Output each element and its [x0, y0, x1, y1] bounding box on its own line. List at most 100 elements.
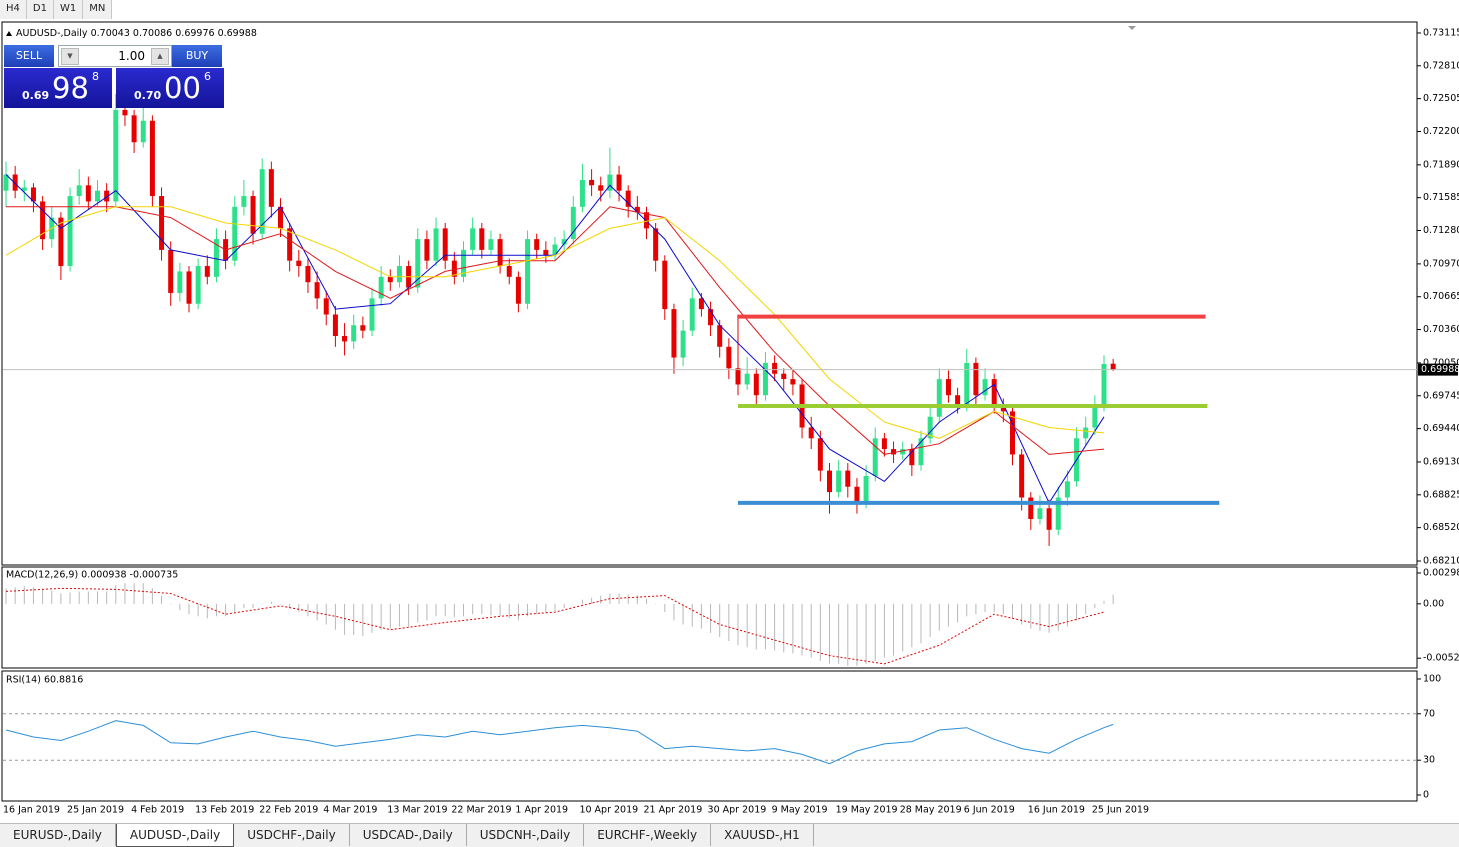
candle-body: [323, 298, 329, 315]
macd-bar: [847, 603, 849, 666]
macd-bar: [417, 603, 419, 623]
macd-bar: [1103, 600, 1105, 604]
y-tick-label: 0.70360: [1423, 324, 1459, 335]
macd-bar: [280, 603, 281, 605]
moving-average: [5, 206, 1105, 439]
macd-bar: [133, 583, 135, 604]
macd-bar: [481, 603, 483, 615]
buy-button[interactable]: BUY: [172, 45, 222, 67]
macd-bar: [371, 603, 373, 633]
macd-bar: [719, 603, 721, 637]
chart-tab[interactable]: EURCHF-,Weekly: [584, 824, 712, 846]
x-tick-label: 4 Feb 2019: [131, 805, 184, 816]
candle-body: [772, 362, 778, 374]
sell-button[interactable]: SELL: [4, 45, 54, 67]
macd-bar: [591, 597, 593, 604]
ask-big: 0.70: [134, 89, 162, 102]
chart-tab[interactable]: XAUUSD-,H1: [711, 824, 814, 846]
candle-body: [85, 185, 91, 202]
macd-bar: [51, 590, 53, 604]
macd-bar: [362, 603, 364, 636]
macd-bar: [408, 603, 410, 627]
macd-bar: [197, 603, 199, 617]
candle-body: [872, 438, 878, 476]
macd-bar: [746, 603, 748, 648]
candle-body: [689, 298, 695, 331]
chart-tab[interactable]: AUDUSD-,Daily: [115, 824, 235, 847]
current-price-tag: [1418, 363, 1458, 376]
lot-up[interactable]: ▲: [151, 48, 169, 65]
trade-panel: SELL ▼ 1.00 ▲ BUY 0.69 98 8 0.70 00 6: [4, 45, 224, 109]
candle-body: [762, 362, 768, 396]
macd-bar: [215, 603, 217, 617]
x-tick-label: 13 Feb 2019: [195, 805, 254, 816]
ask-price[interactable]: 0.70 00 6: [116, 68, 224, 108]
candle-body: [213, 239, 219, 277]
chart-tab[interactable]: USDCAD-,Daily: [350, 824, 467, 846]
y-tick-label: 0.002984: [1423, 567, 1459, 578]
candle-body: [168, 249, 174, 293]
candle-body: [1101, 364, 1107, 406]
candle-body: [241, 196, 247, 207]
candle-body: [653, 228, 659, 261]
moving-average: [6, 206, 1105, 455]
macd-bar: [874, 603, 876, 661]
x-tick-label: 9 May 2019: [772, 805, 828, 816]
candle-body: [827, 470, 832, 493]
macd-bar: [764, 603, 766, 650]
candle-body: [131, 115, 137, 143]
candle-body: [95, 190, 100, 202]
bid-price[interactable]: 0.69 98 8: [4, 68, 112, 108]
candle-body: [387, 276, 393, 283]
macd-bar: [838, 603, 840, 664]
candle-body: [863, 475, 869, 503]
candle-body: [76, 185, 82, 197]
y-tick-label: 0.69745: [1423, 390, 1459, 401]
candle-body: [296, 260, 302, 267]
macd-bar: [554, 603, 556, 612]
macd-signal: [5, 587, 1105, 665]
candle-body: [607, 174, 613, 191]
macd-bar: [426, 603, 428, 621]
candle-body: [1046, 508, 1052, 530]
macd-bar: [581, 599, 583, 604]
lot-input[interactable]: ▼ 1.00 ▲: [58, 45, 172, 67]
timeframe-button[interactable]: D1: [27, 0, 54, 19]
rsi-line: [5, 720, 1114, 765]
macd-bar: [682, 603, 684, 625]
candle-body: [589, 179, 595, 186]
candle-body: [744, 373, 750, 385]
chart-tab[interactable]: USDCNH-,Daily: [467, 824, 585, 846]
y-tick-label: -0.005256: [1423, 653, 1459, 664]
timeframe-button[interactable]: W1: [54, 0, 84, 19]
macd-bar: [572, 603, 574, 605]
candle-body: [1019, 454, 1025, 498]
macd-bar: [893, 603, 895, 656]
candle-body: [891, 449, 897, 455]
bid-big: 0.69: [22, 89, 50, 102]
timeframe-button[interactable]: MN: [83, 0, 113, 19]
chart-tab[interactable]: EURUSD-,Daily: [0, 824, 116, 846]
macd-frame: [1, 566, 1418, 669]
y-tick-label: 0.68210: [1423, 556, 1459, 567]
candle-body: [982, 379, 988, 396]
macd-bar: [1012, 603, 1013, 619]
candle-body: [790, 379, 796, 385]
y-tick-label: 0.68520: [1423, 522, 1459, 533]
candle-body: [991, 379, 997, 406]
macd-bar: [444, 603, 446, 617]
candle-body: [21, 187, 27, 191]
macd-bar: [78, 591, 80, 604]
candle-body: [396, 266, 402, 283]
lot-down[interactable]: ▼: [61, 48, 79, 65]
macd-bar: [911, 603, 913, 648]
bid-fraction: 8: [92, 70, 99, 83]
macd-bar: [179, 603, 181, 611]
candle-body: [314, 282, 320, 299]
macd-bar: [5, 588, 7, 604]
timeframe-button[interactable]: H4: [0, 0, 27, 19]
chart-tab[interactable]: USDCHF-,Daily: [234, 824, 350, 846]
candle-body: [817, 438, 823, 471]
macd-bar: [1039, 603, 1041, 631]
